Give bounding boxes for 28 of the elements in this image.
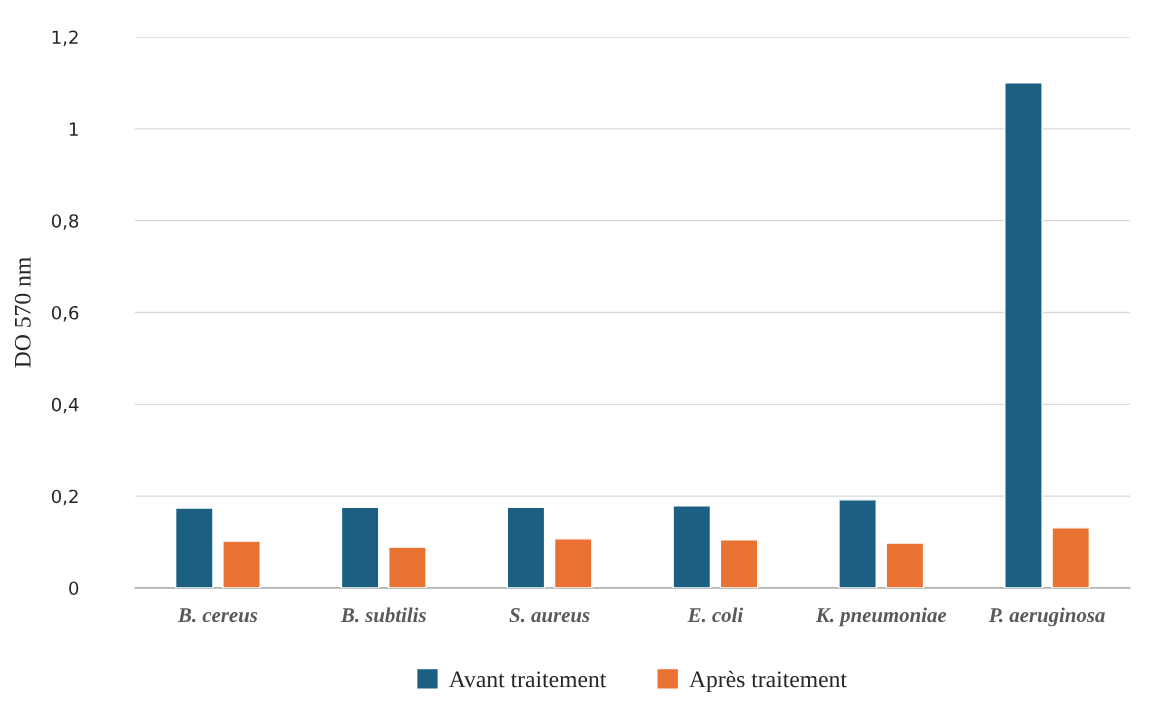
x-tick-label: S. aureus xyxy=(509,608,590,623)
bar xyxy=(222,540,261,588)
y-tick-label: 0 xyxy=(69,581,79,596)
y-tick-label: 0,4 xyxy=(51,397,79,414)
x-tick-label: E. coli xyxy=(687,607,744,623)
x-tick-label: B. cereus xyxy=(177,608,258,623)
bar xyxy=(719,539,759,588)
legend-label: Avant traitement xyxy=(448,671,607,688)
bar xyxy=(388,546,427,588)
x-tick-label: P. aeruginosa xyxy=(988,607,1105,627)
bar xyxy=(340,506,380,588)
x-tick-label: B. subtilis xyxy=(340,607,426,623)
y-tick-label: 1 xyxy=(69,122,78,136)
y-tick-label: 0,8 xyxy=(51,214,79,230)
x-tick-label: K. pneumoniae xyxy=(815,607,947,627)
bar xyxy=(553,538,593,588)
bar xyxy=(838,499,877,588)
bar xyxy=(174,507,214,588)
y-tick-label: 1,2 xyxy=(52,30,78,46)
bar xyxy=(885,542,925,588)
bar xyxy=(1004,82,1043,588)
bar xyxy=(506,506,546,588)
legend-label: Après traitement xyxy=(689,670,847,693)
y-axis-title: DO 570 nm xyxy=(14,257,31,368)
bar xyxy=(672,505,712,588)
y-tick-label: 0,6 xyxy=(51,305,79,322)
y-tick-label: 0,2 xyxy=(51,489,78,506)
bar xyxy=(1051,527,1091,588)
